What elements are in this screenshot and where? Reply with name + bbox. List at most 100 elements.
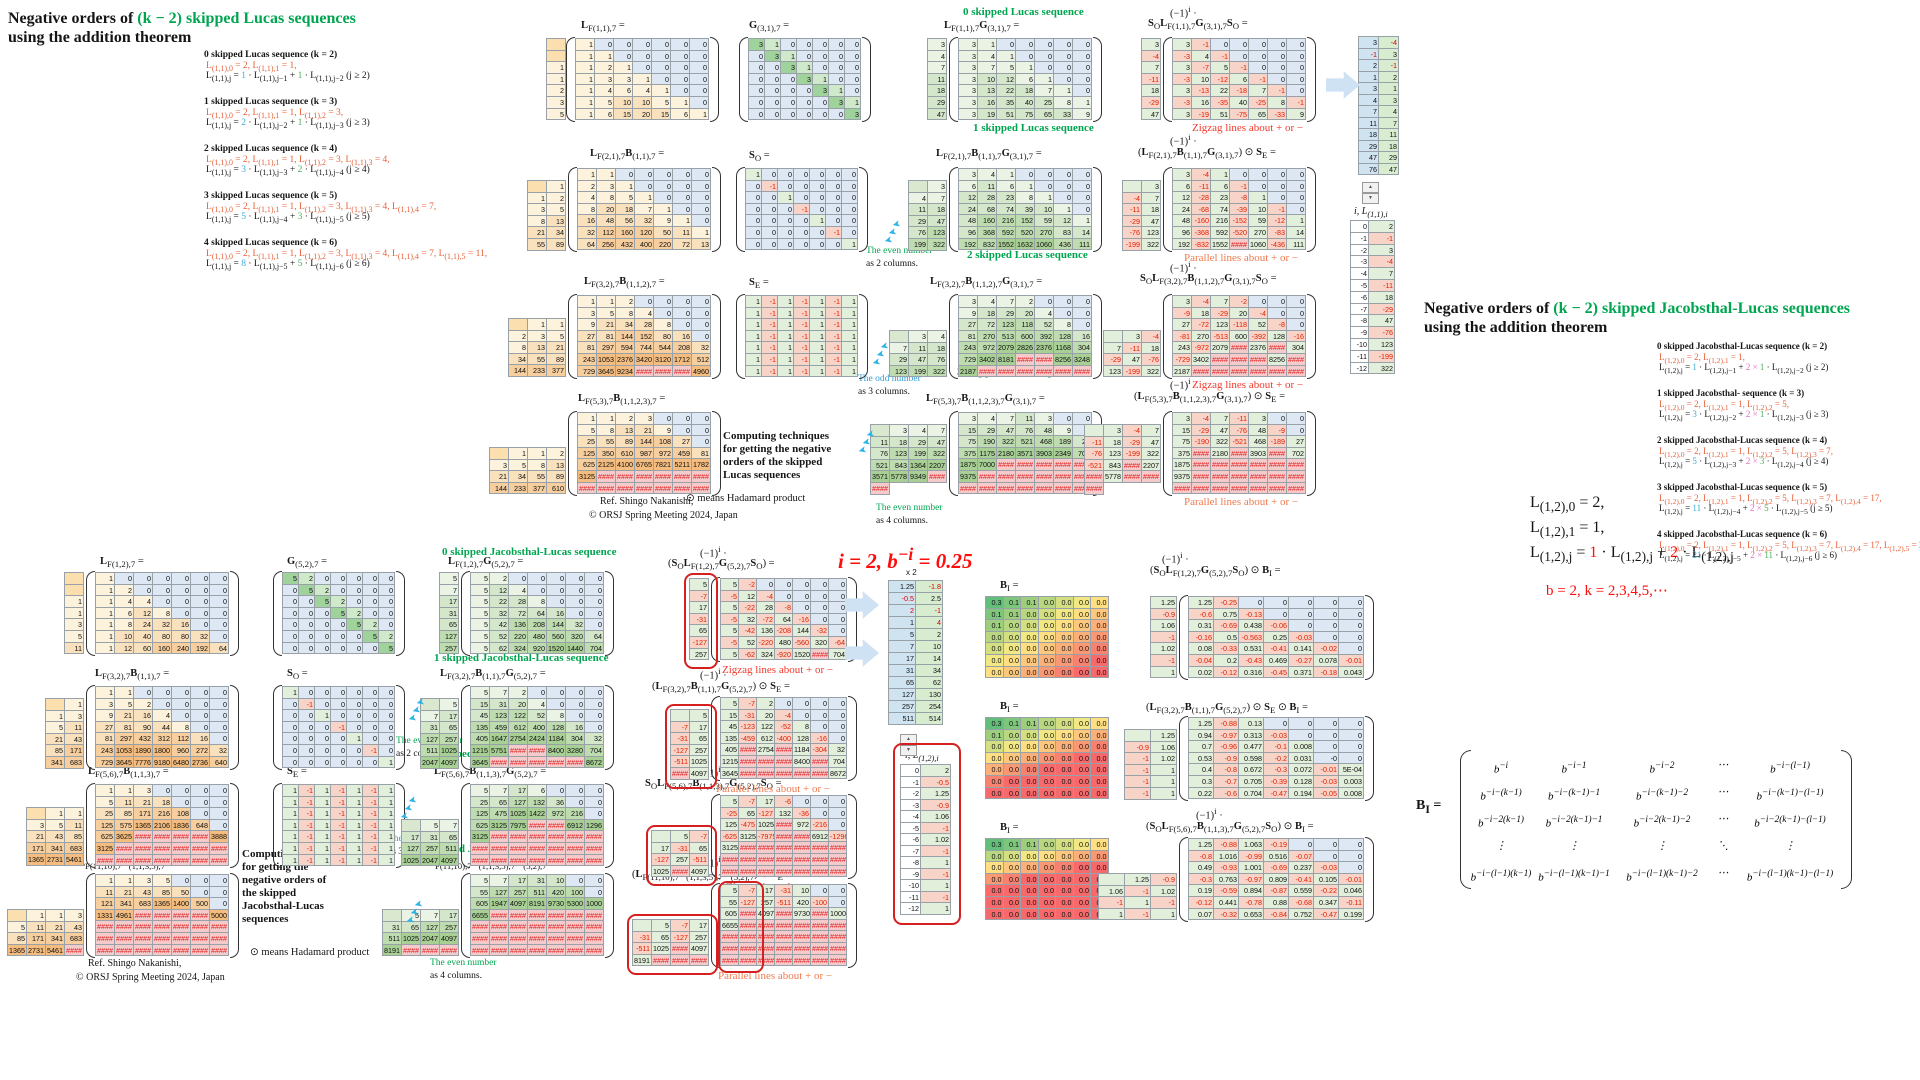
cell: -199 <box>1123 238 1142 251</box>
cell: #### <box>1016 365 1035 378</box>
cell: 0 <box>778 180 794 193</box>
cell: 324 <box>757 648 775 661</box>
matrix-Pb3: 5 7 17 6 0 0 0 25 65 127 132 36 0 0 125 475 1025 1422 972 2… <box>461 783 614 869</box>
jacobsthal-def-cond-4: L(1,2),0 = 2, L(1,2),1 = 1, L(1,2),2 = 5… <box>1659 540 1920 553</box>
cell: 0.0 <box>1091 741 1109 753</box>
label-LF11: LF(1,1),7 = <box>581 20 625 34</box>
spinner-up-button[interactable]: ▲ <box>1362 182 1379 193</box>
cell: -10 <box>901 880 921 892</box>
paren-right <box>1093 37 1102 123</box>
cell: -1 <box>1369 232 1395 245</box>
cell: 0 <box>585 808 604 820</box>
cell: 0 <box>210 875 229 887</box>
cell: #### <box>811 954 829 967</box>
note-hadamard-2: ⊙ means Hadamard product <box>250 947 370 958</box>
cell: 2 <box>921 765 951 777</box>
cell: 270 <box>1192 330 1211 343</box>
highlight-box <box>646 825 717 886</box>
cell: #### <box>1230 342 1249 354</box>
cell: 0 <box>528 573 547 585</box>
spinner-down-button[interactable]: ▼ <box>1362 193 1379 204</box>
cell: 0.0 <box>1056 729 1074 742</box>
cell: 0 <box>794 180 810 193</box>
cell: #### <box>597 470 616 483</box>
cell: 0.0 <box>1091 764 1109 776</box>
cell: 243 <box>578 353 597 366</box>
cell: 0 <box>210 808 229 820</box>
cell: 243 <box>96 744 115 757</box>
cell: 0 <box>1211 39 1230 51</box>
cell: #### <box>172 854 191 867</box>
cell: 16 <box>566 721 585 734</box>
cell: 144 <box>793 625 811 637</box>
cell: #### <box>829 865 847 878</box>
cell: -0.6 <box>1189 608 1214 621</box>
cell: 0 <box>210 785 229 797</box>
paren-left <box>461 873 470 959</box>
cell: 0 <box>1287 62 1306 74</box>
cell: 257 <box>671 854 690 866</box>
cell: 0 <box>692 319 711 331</box>
cell: 0.0 <box>986 885 1004 897</box>
cell: 0 <box>673 319 692 331</box>
cell: 0 <box>1289 729 1314 742</box>
cell: 0 <box>1054 192 1073 204</box>
cell: -1 <box>762 353 778 366</box>
cell: 3 <box>813 85 829 97</box>
cell: 0.0 <box>1003 764 1021 776</box>
cell: -511 <box>671 756 690 768</box>
cap-even2b: as 2 columns. <box>866 259 918 269</box>
cell: 123 <box>1104 448 1123 460</box>
cell: 0 <box>811 885 829 897</box>
cell: 1025 <box>402 854 421 867</box>
cell: 704 <box>585 642 604 655</box>
cell: 1 <box>46 808 65 820</box>
cell: #### <box>191 831 210 843</box>
cell: 0 <box>1287 307 1306 320</box>
matrix-BI-hadamard-2: 1.25 -0.88 0.13 0 0 0 0 0.94 -0.97 0.313 -0.03 0 0 0 0… <box>1179 716 1374 802</box>
cell: 32 <box>635 215 654 227</box>
cell: #### <box>585 854 604 867</box>
cell: 5 <box>8 921 27 934</box>
cell: 0 <box>781 73 797 86</box>
cell: 21 <box>46 921 65 934</box>
cell: -199 <box>1123 448 1142 460</box>
cell: 0.0 <box>1003 873 1021 886</box>
cell: 0 <box>845 73 861 86</box>
cell: 1 <box>997 169 1016 181</box>
cell: 0.105 <box>1314 873 1339 886</box>
cell: 1 <box>96 642 115 655</box>
cell: 0 <box>1054 62 1073 74</box>
matrix-Sb3: 5 -7 17 -6 0 0 0 -25 65 -127 132 -36 0 0 125 -475 1025 ##… <box>711 794 857 880</box>
cell: 0 <box>191 721 210 734</box>
cell: 1 <box>528 448 547 460</box>
cell: -0.12 <box>1189 896 1214 909</box>
note-j6: sequences <box>242 913 289 925</box>
cell: 0 <box>829 709 847 722</box>
cell: 270 <box>978 330 997 343</box>
cell: 21 <box>46 733 65 746</box>
cell: 0.0 <box>1038 885 1056 897</box>
cell: 9 <box>654 424 673 437</box>
cell: 11 <box>909 204 928 216</box>
cell: 0.008 <box>1289 741 1314 753</box>
cell: 0.0 <box>1073 896 1091 909</box>
cell: 0 <box>331 573 347 585</box>
cell: -1 <box>826 319 842 331</box>
cell: -1 <box>794 296 810 308</box>
cell: 0 <box>210 710 229 722</box>
paren-left <box>949 294 958 380</box>
cell: -3 <box>1173 73 1192 86</box>
cell: 34 <box>547 227 566 239</box>
cell: 7 <box>1142 425 1161 437</box>
ref-2b: © ORSJ Spring Meeting 2024, Japan <box>76 972 225 983</box>
cell: -12 <box>1351 362 1369 375</box>
cell: 7 <box>1142 192 1161 205</box>
cell: 199 <box>909 238 928 251</box>
cell: 1.25 <box>1189 597 1214 609</box>
cell: -189 <box>1268 436 1287 448</box>
cell: 6655 <box>471 909 490 922</box>
cell: 127 <box>889 689 916 701</box>
cell: b−i−(k−1)−(l−1) <box>1756 787 1824 803</box>
cell: 0 <box>347 698 363 711</box>
